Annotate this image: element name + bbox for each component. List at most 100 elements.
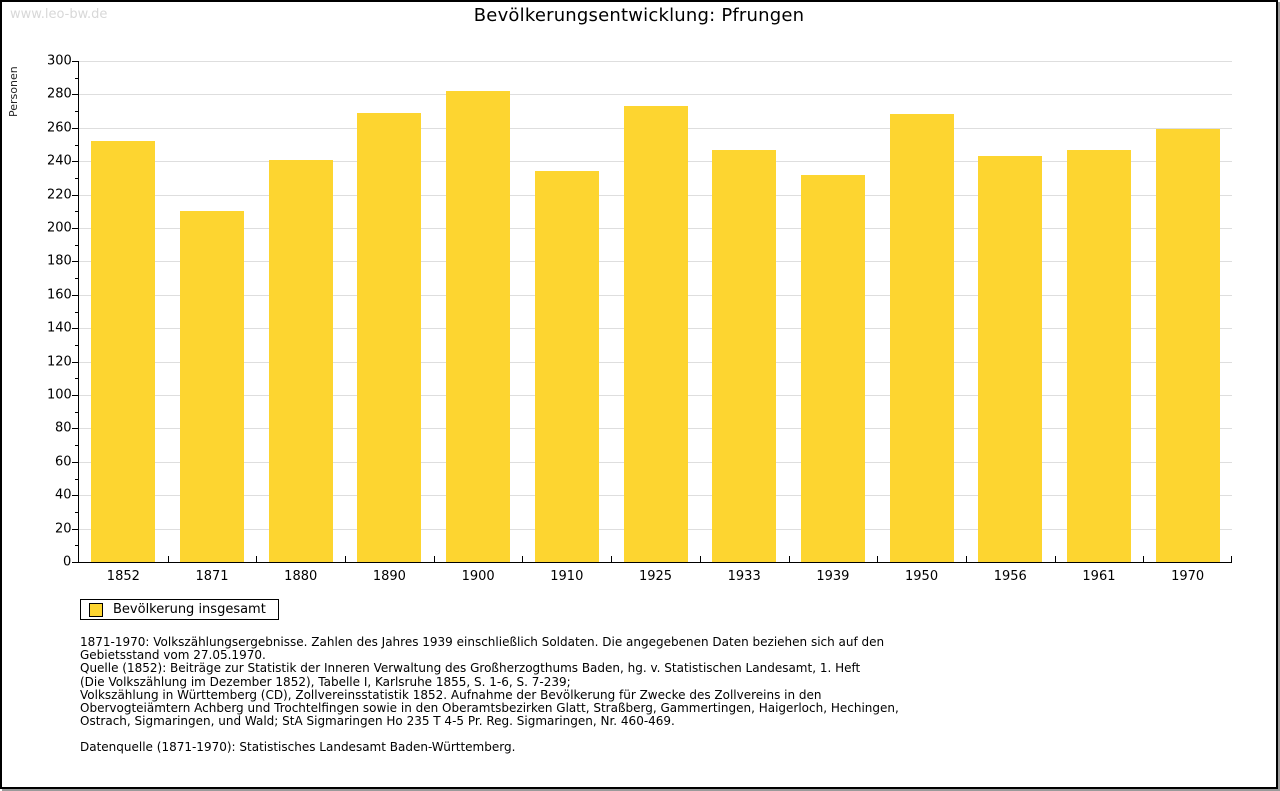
bar-1890	[357, 112, 422, 562]
legend: Bevölkerung insgesamt	[80, 599, 279, 620]
x-tick-10	[965, 556, 967, 562]
bar-1900	[446, 91, 511, 562]
watermark: www.leo-bw.de	[10, 7, 108, 22]
y-tick-label-60: 60	[55, 454, 72, 470]
bar-1961	[1066, 149, 1131, 562]
y-major-tick-280	[72, 94, 78, 96]
y-tick-label-280: 280	[47, 86, 72, 102]
footnote-line-2: Gebietsstand vom 27.05.1970.	[80, 648, 266, 663]
y-tick-label-200: 200	[47, 220, 72, 236]
bar-1852	[91, 141, 156, 562]
x-tick-4	[433, 556, 435, 562]
y-major-tick-0	[72, 562, 78, 563]
y-major-tick-120	[72, 361, 78, 363]
x-tick-label-1970: 1970	[1171, 569, 1205, 584]
y-minor-tick-110	[75, 378, 78, 380]
gridline-280	[79, 94, 1232, 96]
y-major-tick-40	[72, 495, 78, 497]
footnote-line-6: Obervogteiämtern Achberg und Trochtelfin…	[80, 701, 899, 716]
gridline-300	[79, 61, 1232, 62]
y-minor-tick-170	[75, 278, 78, 280]
x-tick-label-1852: 1852	[106, 569, 140, 584]
x-tick-1	[167, 556, 169, 562]
bar-1970	[1155, 129, 1220, 562]
x-tick-6	[611, 556, 613, 562]
x-tick-label-1950: 1950	[905, 569, 939, 584]
bar-1910	[534, 171, 599, 562]
y-tick-label-120: 120	[47, 354, 72, 370]
y-major-tick-180	[72, 261, 78, 263]
legend-label: Bevölkerung insgesamt	[113, 602, 266, 617]
y-minor-tick-210	[75, 211, 78, 213]
y-major-tick-140	[72, 328, 78, 330]
y-tick-label-140: 140	[47, 320, 72, 336]
x-tick-label-1910: 1910	[550, 569, 584, 584]
x-tick-label-1925: 1925	[638, 569, 673, 584]
y-minor-tick-150	[75, 311, 78, 313]
y-tick-label-20: 20	[55, 521, 72, 537]
bar-1956	[978, 156, 1043, 562]
bar-1925	[623, 106, 688, 562]
y-minor-tick-90	[75, 411, 78, 413]
y-minor-tick-50	[75, 478, 78, 480]
y-major-tick-160	[72, 294, 78, 296]
x-tick-3	[345, 556, 347, 562]
footnote-line-7: Ostrach, Sigmaringen, und Wald; StA Sigm…	[80, 714, 675, 729]
y-major-tick-220	[72, 194, 78, 196]
x-tick-label-1956: 1956	[993, 569, 1027, 584]
bar-1933	[712, 149, 777, 562]
footnote-line-3: Quelle (1852): Beiträge zur Statistik de…	[80, 661, 861, 676]
y-tick-label-40: 40	[55, 487, 72, 503]
y-minor-tick-30	[75, 511, 78, 513]
y-tick-label-80: 80	[55, 420, 72, 436]
y-major-tick-260	[72, 127, 78, 129]
bar-1950	[889, 114, 954, 562]
y-minor-tick-190	[75, 244, 78, 246]
x-tick-12	[1143, 556, 1145, 562]
y-tick-label-260: 260	[47, 120, 72, 136]
x-tick-label-1933: 1933	[727, 569, 761, 584]
y-minor-tick-230	[75, 177, 78, 179]
x-tick-7	[699, 556, 701, 562]
x-tick-11	[1054, 556, 1056, 562]
y-minor-tick-290	[75, 77, 78, 79]
chart-title: Bevölkerungsentwicklung: Pfrungen	[473, 5, 805, 26]
x-tick-2	[256, 556, 258, 562]
x-tick-label-1900: 1900	[461, 569, 495, 584]
datasource-line: Datenquelle (1871-1970): Statistisches L…	[80, 740, 516, 755]
y-tick-label-0: 0	[63, 554, 72, 570]
x-tick-label-1890: 1890	[372, 569, 406, 584]
y-axis-label: Personen	[7, 66, 20, 118]
y-tick-label-300: 300	[47, 53, 72, 69]
x-tick-label-1939: 1939	[816, 569, 850, 584]
footnote-line-4: (Die Volkszählung im Dezember 1852), Tab…	[80, 674, 571, 689]
y-minor-tick-130	[75, 344, 78, 346]
footnote-lines: 1871-1970: Volkszählungsergebnisse. Zahl…	[80, 635, 899, 729]
y-minor-tick-250	[75, 144, 78, 146]
y-tick-label-220: 220	[47, 187, 72, 203]
y-tick-label-240: 240	[47, 153, 72, 169]
legend-swatch-icon	[89, 602, 103, 617]
footnotes: 1871-1970: Volkszählungsergebnisse. Zahl…	[80, 635, 899, 755]
x-tick-8	[788, 556, 790, 562]
y-major-tick-60	[72, 461, 78, 463]
y-minor-tick-70	[75, 445, 78, 447]
y-minor-tick-10	[75, 545, 78, 547]
y-major-tick-300	[72, 61, 78, 62]
y-major-tick-240	[72, 161, 78, 163]
y-tick-label-100: 100	[47, 387, 72, 403]
y-major-tick-80	[72, 428, 78, 430]
plot-area: 0 20 40 60 80 100 120 140 160 180 200 220 240 260 280 3…	[47, 54, 1232, 584]
y-major-tick-20	[72, 528, 78, 530]
x-tick-label-1880: 1880	[284, 569, 318, 584]
x-tick-13	[1231, 556, 1232, 562]
y-major-tick-200	[72, 228, 78, 229]
y-minor-tick-270	[75, 111, 78, 113]
bar-1939	[800, 174, 865, 562]
x-tick-9	[877, 556, 879, 562]
y-tick-label-160: 160	[47, 287, 72, 303]
footnote-line-1: 1871-1970: Volkszählungsergebnisse. Zahl…	[80, 635, 885, 649]
y-major-tick-100	[72, 395, 78, 396]
bar-1871	[180, 211, 245, 562]
